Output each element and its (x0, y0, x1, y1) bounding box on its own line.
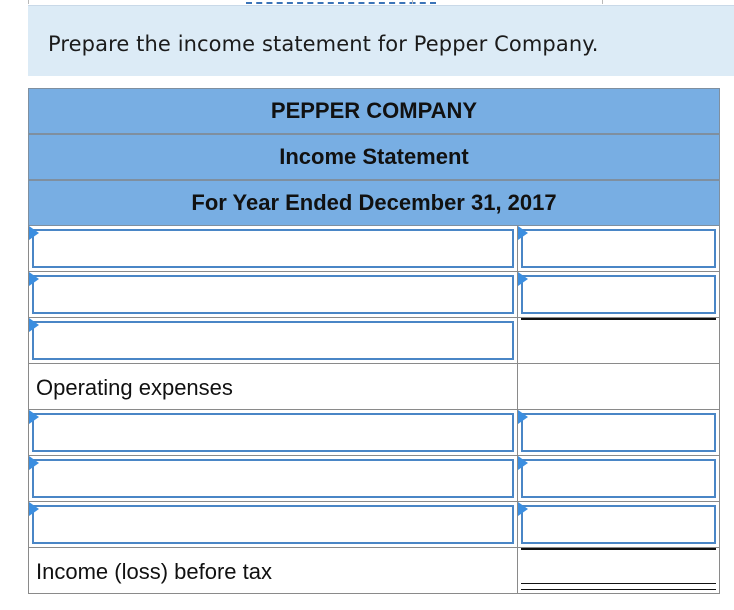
amount-input[interactable] (521, 413, 716, 452)
amount-cell (518, 272, 719, 317)
edge-divider (602, 0, 603, 4)
triangle-right-icon (518, 226, 528, 240)
total-top-line (521, 548, 716, 550)
table-row (28, 502, 720, 548)
account-cell (29, 226, 518, 271)
edge-divider (28, 0, 29, 4)
subtotal-line (521, 318, 716, 320)
statement-title: Income Statement (28, 134, 720, 180)
account-select[interactable] (32, 505, 514, 544)
previous-section-edge (28, 0, 734, 6)
triangle-right-icon (29, 226, 39, 240)
amount-cell (518, 410, 719, 455)
table-row (28, 410, 720, 456)
triangle-right-icon (29, 456, 39, 470)
account-cell (29, 456, 518, 501)
triangle-right-icon (29, 272, 39, 286)
company-name: PEPPER COMPANY (28, 88, 720, 134)
triangle-right-icon (518, 502, 528, 516)
amount-cell (518, 502, 719, 547)
income-before-tax-label: Income (loss) before tax (36, 559, 272, 584)
edge-divider (412, 0, 413, 4)
triangle-right-icon (29, 410, 39, 424)
table-row (28, 226, 720, 272)
account-select[interactable] (32, 459, 514, 498)
amount-cell (518, 456, 719, 501)
instruction-box: Prepare the income statement for Pepper … (28, 6, 734, 76)
table-row (28, 272, 720, 318)
account-cell (29, 502, 518, 547)
focus-outline (246, 2, 436, 4)
table-row: Income (loss) before tax (28, 548, 720, 594)
operating-expenses-label: Operating expenses (36, 375, 233, 400)
table-row: Operating expenses (28, 364, 720, 410)
double-underline (521, 583, 716, 590)
triangle-right-icon (518, 456, 528, 470)
amount-cell (518, 226, 719, 271)
amount-input[interactable] (521, 229, 716, 268)
amount-input[interactable] (521, 275, 716, 314)
label-cell: Operating expenses (29, 364, 518, 409)
amount-input[interactable] (521, 505, 716, 544)
triangle-right-icon (518, 410, 528, 424)
account-cell (29, 272, 518, 317)
triangle-right-icon (29, 502, 39, 516)
statement-period: For Year Ended December 31, 2017 (28, 180, 720, 226)
account-select[interactable] (32, 413, 514, 452)
table-row (28, 318, 720, 364)
account-cell (29, 318, 518, 363)
instruction-text: Prepare the income statement for Pepper … (48, 32, 599, 56)
account-select[interactable] (32, 229, 514, 268)
amount-cell (518, 318, 719, 363)
label-cell: Income (loss) before tax (29, 548, 518, 593)
table-row (28, 456, 720, 502)
triangle-right-icon (29, 318, 39, 332)
triangle-right-icon (518, 272, 528, 286)
amount-input[interactable] (521, 459, 716, 498)
account-select[interactable] (32, 275, 514, 314)
account-cell (29, 410, 518, 455)
amount-cell (518, 364, 719, 409)
amount-cell (518, 548, 719, 593)
account-select[interactable] (32, 321, 514, 360)
